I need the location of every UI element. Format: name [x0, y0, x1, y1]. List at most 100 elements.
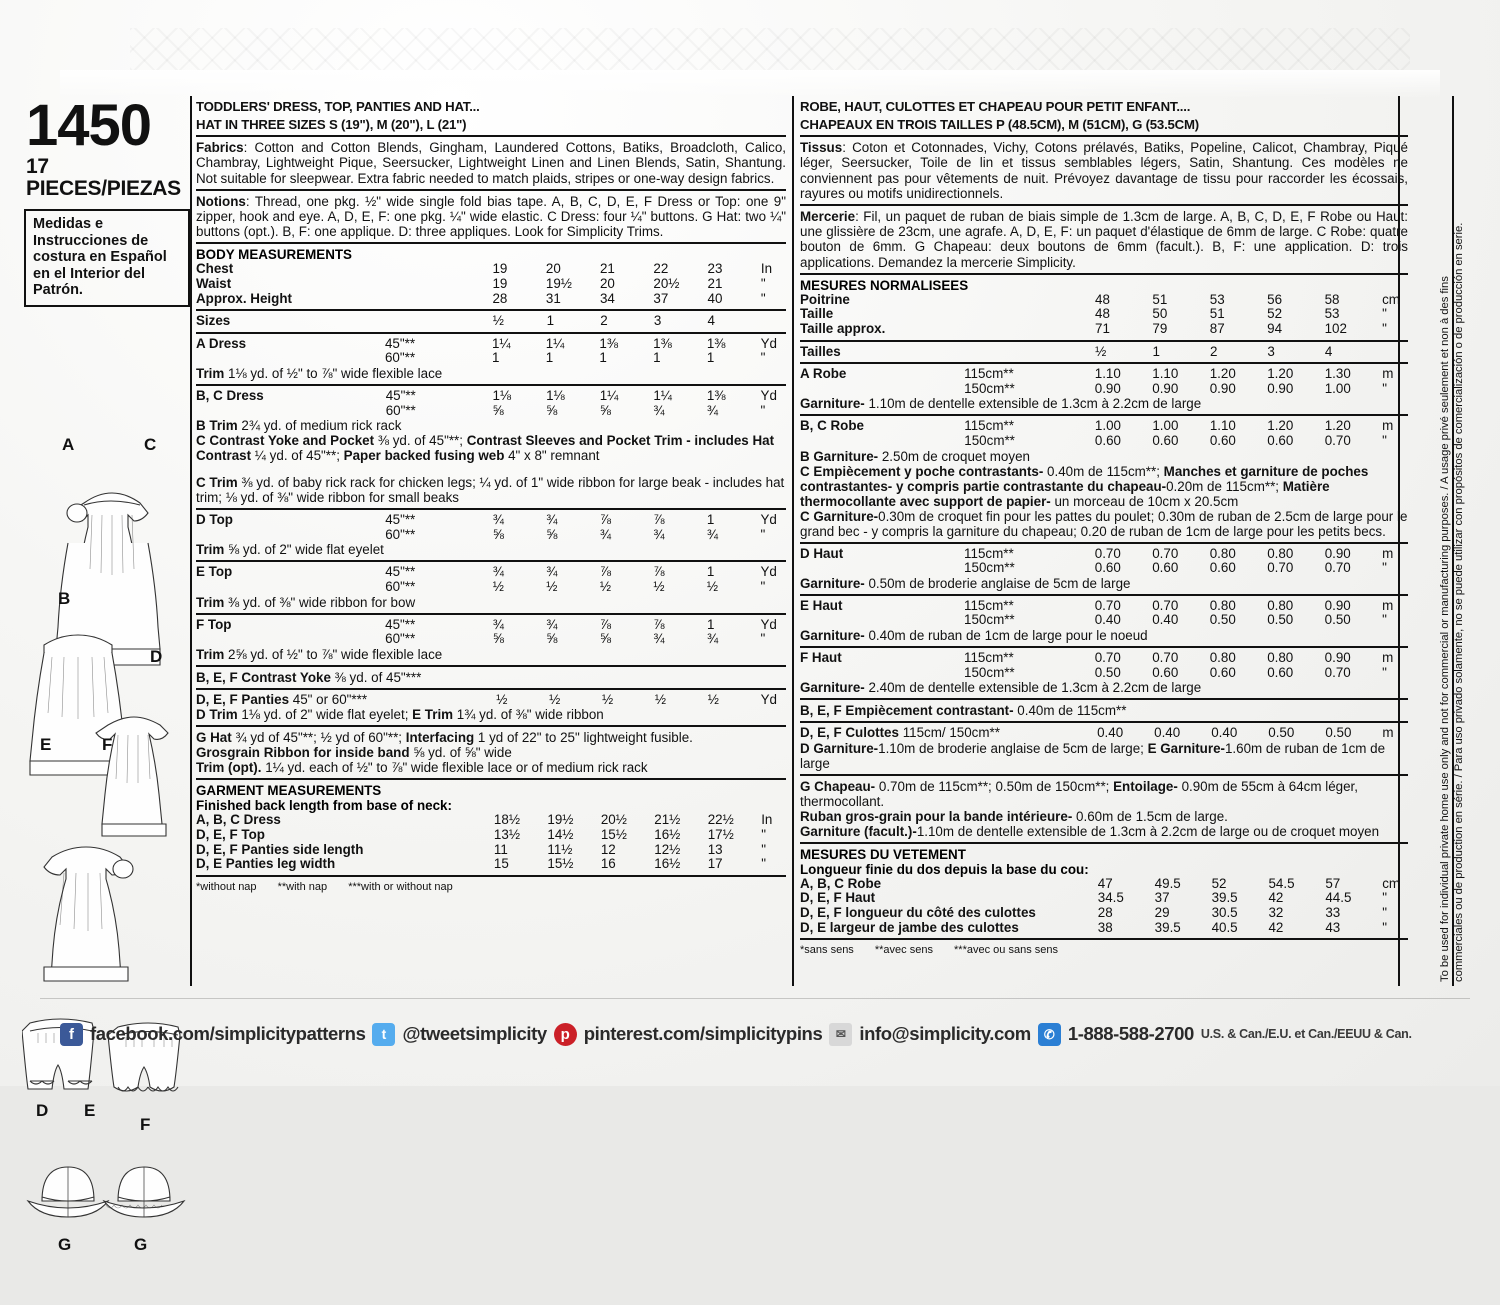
english-trim-b: B Trim 2¾ yd. of medium rick rack: [196, 418, 786, 433]
english-contrast-yoke: B, E, F Contrast Yoke ⅜ yd. of 45"***: [196, 670, 786, 685]
table-row: D, E largeur de jambe des culottes 38 39…: [800, 921, 1408, 936]
table-row: D, E, F longueur du côté des culottes 28…: [800, 906, 1408, 921]
figure-label-hat-G-right: G: [134, 1235, 147, 1255]
english-panties-trim: D Trim 1⅛ yd. of 2" wide flat eyelet; E …: [196, 707, 786, 722]
french-yardage-e-haut: E Haut 115cm** 0.70 0.70 0.80 0.80 0.90 …: [800, 599, 1408, 628]
figure-label-panties-E: E: [84, 1101, 95, 1121]
french-fabrics: Tissus: Coton et Cotonnades, Vichy, Coto…: [800, 140, 1408, 201]
phone-region-note: U.S. & Can./E.U. et Can./EEUU & Can.: [1201, 1027, 1412, 1041]
french-contrast-c: C Empiècement y poche contrastants- 0.40…: [800, 464, 1408, 509]
english-notions: Notions: Thread, one pkg. ½" wide single…: [196, 194, 786, 240]
english-notions-label: Notions: [196, 194, 246, 209]
phone-number[interactable]: 1-888-588-2700: [1068, 1023, 1194, 1045]
french-culottes-trim: D Garniture-1.10m de broderie anglaise d…: [800, 741, 1408, 771]
french-sizes-row: Tailles ½ 1 2 3 4: [800, 345, 1408, 360]
english-yardage-e-top: E Top 45"** ¾ ¾ ⅞ ⅞ 1 Yd 60"** ½ ½ ½ ½ ½…: [196, 565, 786, 594]
english-trim-c: C Trim ⅜ yd. of baby rick rack for chick…: [196, 475, 786, 505]
figure-label-hat-G-left: G: [58, 1235, 71, 1255]
pattern-number: 1450: [26, 98, 192, 154]
table-row: A, B, C Dress 18½ 19½ 20½ 21½ 22½ In: [196, 813, 786, 828]
legal-notice: To be used for individual private home u…: [1404, 96, 1448, 986]
english-trim-f: Trim 2⅝ yd. of ½" to ⅞" wide flexible la…: [196, 647, 786, 662]
english-panties-row: D, E, F Panties 45" or 60"*** ½ ½ ½ ½ ½ …: [196, 693, 786, 708]
french-culottes-row: D, E, F Culottes 115cm/ 150cm** 0.40 0.4…: [800, 726, 1408, 741]
table-row: A Robe 115cm** 1.10 1.10 1.20 1.20 1.30 …: [800, 367, 1408, 382]
facebook-url[interactable]: facebook.com/simplicitypatterns: [90, 1023, 365, 1045]
english-hat-2: Grosgrain Ribbon for inside band ⅝ yd. o…: [196, 745, 786, 760]
table-row: A, B, C Robe 47 49.5 52 54.5 57 cm: [800, 877, 1408, 892]
figure-label-D: D: [150, 647, 162, 667]
table-row: E Top 45"** ¾ ¾ ⅞ ⅞ 1 Yd: [196, 565, 786, 580]
table-row: Tailles ½ 1 2 3 4: [800, 345, 1408, 360]
french-chapeau-1: G Chapeau- 0.70m de 115cm**; 0.50m de 15…: [800, 779, 1408, 809]
figure-label-A: A: [62, 435, 74, 455]
table-row: D Haut 115cm** 0.70 0.70 0.80 0.80 0.90 …: [800, 547, 1408, 562]
pinterest-icon[interactable]: p: [554, 1023, 577, 1046]
english-column: TODDLERS' DRESS, TOP, PANTIES AND HAT...…: [196, 100, 786, 894]
twitter-icon[interactable]: t: [372, 1023, 395, 1046]
figure-label-panties-F: F: [140, 1115, 150, 1135]
table-row: Chest 19 20 21 22 23 In: [196, 262, 786, 277]
french-body-measurements-title: MESURES NORMALISEES: [800, 278, 1408, 293]
english-garment-measurements-table: A, B, C Dress 18½ 19½ 20½ 21½ 22½ In D, …: [196, 813, 786, 871]
french-yardage-d-haut: D Haut 115cm** 0.70 0.70 0.80 0.80 0.90 …: [800, 547, 1408, 576]
figure-label-F: F: [102, 735, 112, 755]
table-row: Taille approx. 71 79 87 94 102 ": [800, 322, 1408, 337]
pinterest-url[interactable]: pinterest.com/simplicitypins: [584, 1023, 823, 1045]
french-footnotes: *sans sens **avec sens ***avec ou sans s…: [800, 944, 1408, 957]
figure-label-B: B: [58, 589, 70, 609]
french-garniture-d: Garniture- 0.50m de broderie anglaise de…: [800, 576, 1408, 591]
english-yardage-a-dress: A Dress 45"** 1¼ 1¼ 1⅜ 1⅜ 1⅜ Yd 60"** 1 …: [196, 337, 786, 366]
table-row: A Dress 45"** 1¼ 1¼ 1⅜ 1⅜ 1⅜ Yd: [196, 337, 786, 352]
social-footer: f facebook.com/simplicitypatterns t @twe…: [60, 1010, 1460, 1058]
table-row: Taille 48 50 51 52 53 ": [800, 307, 1408, 322]
french-garniture-c: C Garniture-0.30m de croquet fin pour le…: [800, 509, 1408, 539]
table-row: D, E, F Top 13½ 14½ 15½ 16½ 17½ ": [196, 828, 786, 843]
french-title-line1: ROBE, HAUT, CULOTTES ET CHAPEAU POUR PET…: [800, 100, 1408, 115]
table-row: D Top 45"** ¾ ¾ ⅞ ⅞ 1 Yd: [196, 513, 786, 528]
table-row: D, E, F Culottes 115cm/ 150cm** 0.40 0.4…: [800, 726, 1408, 741]
english-trim-a: Trim 1⅛ yd. of ½" to ⅞" wide flexible la…: [196, 366, 786, 381]
figure-label-E: E: [40, 735, 51, 755]
table-row: B, C Dress 45"** 1⅛ 1⅛ 1¼ 1¼ 1⅜ Yd: [196, 389, 786, 404]
facebook-icon[interactable]: f: [60, 1023, 83, 1046]
table-row: E Haut 115cm** 0.70 0.70 0.80 0.80 0.90 …: [800, 599, 1408, 614]
left-column: 1450 17 PIECES/PIEZAS Medidas e Instrucc…: [22, 98, 192, 1305]
garment-illustrations: A C B D E F: [22, 317, 194, 1017]
french-column: ROBE, HAUT, CULOTTES ET CHAPEAU POUR PET…: [800, 100, 1408, 957]
table-row: Waist 19 19½ 20 20½ 21 ": [196, 277, 786, 292]
legal-line-2: commerciales ou de production en série. …: [1452, 96, 1466, 982]
email-address[interactable]: info@simplicity.com: [859, 1023, 1030, 1045]
english-trim-d: Trim ⅝ yd. of 2" wide flat eyelet: [196, 542, 786, 557]
twitter-handle[interactable]: @tweetsimplicity: [402, 1023, 546, 1045]
french-notions-text: : Fil, un paquet de ruban de biais simpl…: [800, 209, 1408, 270]
english-title-line2: HAT IN THREE SIZES S (19"), M (20"), L (…: [196, 118, 786, 133]
english-fabrics-text: : Cotton and Cotton Blends, Gingham, Lau…: [196, 140, 786, 185]
french-body-measurements-table: Poitrine 48 51 53 56 58 cm Taille 48 50 …: [800, 293, 1408, 337]
english-hat-1: G Hat ¾ yd of 45"**; ½ yd of 60"**; Inte…: [196, 730, 786, 745]
pattern-envelope-back: 1450 17 PIECES/PIEZAS Medidas e Instrucc…: [0, 0, 1500, 1086]
figure-label-C: C: [144, 435, 156, 455]
english-sizes-row: Sizes ½ 1 2 3 4: [196, 314, 786, 329]
envelope-icon[interactable]: ✉: [829, 1023, 852, 1046]
table-row: Approx. Height 28 31 34 37 40 ": [196, 292, 786, 307]
table-row: D, E, F Panties side length 11 11½ 12 12…: [196, 843, 786, 858]
phone-icon[interactable]: ✆: [1038, 1023, 1061, 1046]
english-body-measurements-title: BODY MEASUREMENTS: [196, 247, 786, 262]
french-contrast-yoke: B, E, F Empiècement contrastant- 0.40m d…: [800, 703, 1408, 718]
table-row: F Haut 115cm** 0.70 0.70 0.80 0.80 0.90 …: [800, 651, 1408, 666]
english-title-line1: TODDLERS' DRESS, TOP, PANTIES AND HAT...: [196, 100, 786, 115]
french-chapeau-2: Ruban gros-grain pour la bande intérieur…: [800, 809, 1408, 824]
table-row: B, C Robe 115cm** 1.00 1.00 1.10 1.20 1.…: [800, 419, 1408, 434]
english-yardage-d-top: D Top 45"** ¾ ¾ ⅞ ⅞ 1 Yd 60"** ⅝ ⅝ ¾ ¾ ¾…: [196, 513, 786, 542]
garment-line-art: [22, 317, 194, 1017]
table-row: Sizes ½ 1 2 3 4: [196, 314, 786, 329]
figure-label-panties-D: D: [36, 1101, 48, 1121]
english-garment-measurements-title: GARMENT MEASUREMENTS: [196, 783, 786, 798]
french-fabrics-label: Tissus: [800, 140, 842, 155]
french-garniture-b: B Garniture- 2.50m de croquet moyen: [800, 449, 1408, 464]
french-yardage-a-robe: A Robe 115cm** 1.10 1.10 1.20 1.20 1.30 …: [800, 367, 1408, 396]
french-title-line2: CHAPEAUX EN TROIS TAILLES P (48.5CM), M …: [800, 118, 1408, 133]
english-footnotes: *without nap **with nap ***with or witho…: [196, 881, 786, 894]
french-yardage-f-haut: F Haut 115cm** 0.70 0.70 0.80 0.80 0.90 …: [800, 651, 1408, 680]
